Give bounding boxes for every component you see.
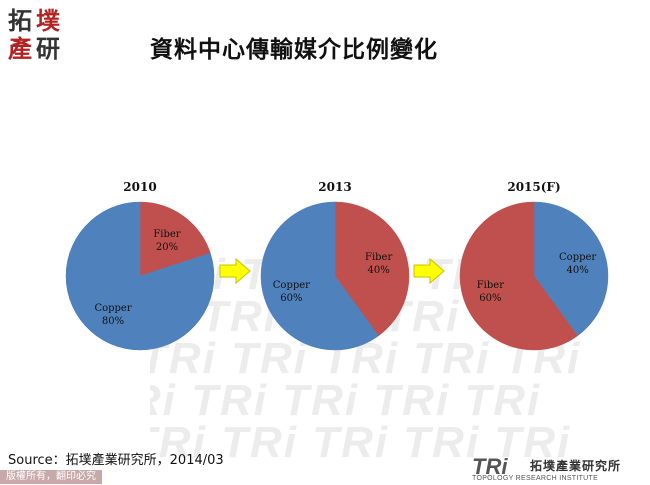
logo-char: 墣 [36, 6, 60, 35]
slice-label: Copper [94, 303, 131, 314]
slice-percent: 40% [368, 265, 390, 276]
arrow-icon [413, 257, 445, 285]
logo-char: 研 [36, 34, 60, 63]
slice-percent: 20% [156, 242, 178, 253]
slice-label: Fiber [477, 280, 504, 291]
brand-name: 拓墣產業研究所 [530, 459, 622, 473]
page-title: 資料中心傳輸媒介比例變化 [150, 36, 438, 63]
pie-slice-fiber [459, 201, 578, 351]
slice-percent: 60% [479, 293, 501, 304]
pie-slice-fiber [334, 201, 410, 337]
slice-percent: 60% [280, 293, 302, 304]
brand-logo: TRi 拓墣產業研究所 TOPOLOGY RESEARCH INSTITUTE [472, 455, 647, 483]
pie-slice-copper [533, 201, 609, 337]
slice-percent: 40% [567, 265, 589, 276]
copyright-notice: 版權所有，翻印必究 [0, 470, 102, 484]
source-note: Source：拓墣產業研究所，2014/03 [8, 453, 224, 468]
chart-title: 2013 [318, 180, 351, 194]
pie-slice-copper [65, 201, 215, 351]
logo-char: 產 [8, 34, 32, 63]
pie-slice-fiber [139, 201, 211, 277]
pie-slice-copper [260, 201, 379, 351]
brand-subtitle: TOPOLOGY RESEARCH INSTITUTE [472, 475, 599, 482]
chart-title: 2015(F) [507, 180, 560, 194]
slice-label: Fiber [153, 229, 180, 240]
brand-mark: TRi [472, 454, 508, 479]
logo: 拓 墣 產 研 [6, 6, 66, 64]
slice-label: Fiber [365, 252, 392, 263]
chart-title: 2010 [123, 180, 156, 194]
slice-label: Copper [559, 252, 596, 263]
arrow-icon [219, 257, 251, 285]
slice-label: Copper [273, 280, 310, 291]
logo-char: 拓 [8, 6, 32, 35]
slice-percent: 80% [102, 316, 124, 327]
